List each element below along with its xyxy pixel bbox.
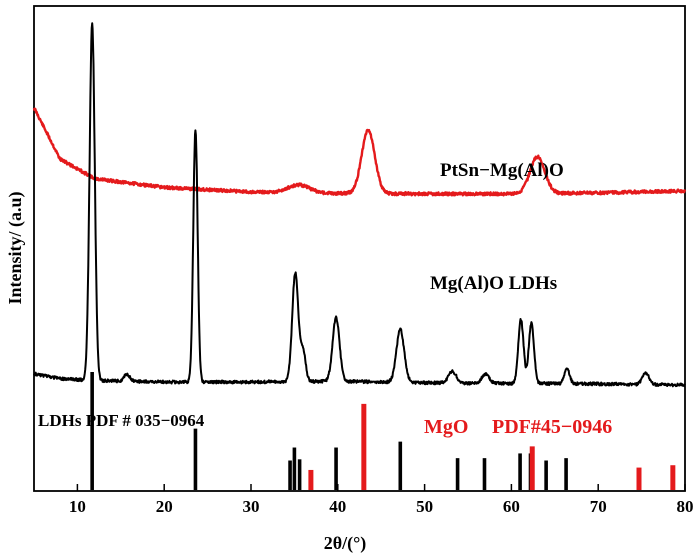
- plot-frame: [33, 5, 686, 492]
- annotation-ref-mgo-b: PDF#45−0946: [492, 416, 612, 438]
- x-tick-label-80: 80: [677, 497, 694, 516]
- series-curves: [32, 22, 687, 388]
- x-tick-label-70: 70: [590, 497, 607, 516]
- x-tick-label-60: 60: [503, 497, 520, 516]
- x-tick-label-30: 30: [243, 497, 260, 516]
- annotation-ptsn: PtSn−Mg(Al)O: [440, 160, 564, 181]
- series-line-ptsn: [32, 107, 687, 197]
- annotation-ldh: Mg(Al)O LDHs: [430, 273, 557, 294]
- annotation-ref-ldh: LDHs PDF # 035−0964: [38, 411, 205, 430]
- x-tick-label-50: 50: [416, 497, 433, 516]
- x-axis-title: 2θ/(°): [324, 533, 367, 554]
- y-axis-title: Intensity/ (a.u): [5, 191, 26, 304]
- x-tick-label-20: 20: [156, 497, 173, 516]
- x-axis: 10 20 30 40 50 60 70 80: [69, 484, 694, 516]
- reference-patterns: [90, 372, 676, 490]
- x-tick-label-40: 40: [329, 497, 346, 516]
- x-tick-label-10: 10: [69, 497, 86, 516]
- series-line-ldh: [33, 22, 686, 388]
- annotation-ref-mgo-a: MgO: [424, 416, 468, 438]
